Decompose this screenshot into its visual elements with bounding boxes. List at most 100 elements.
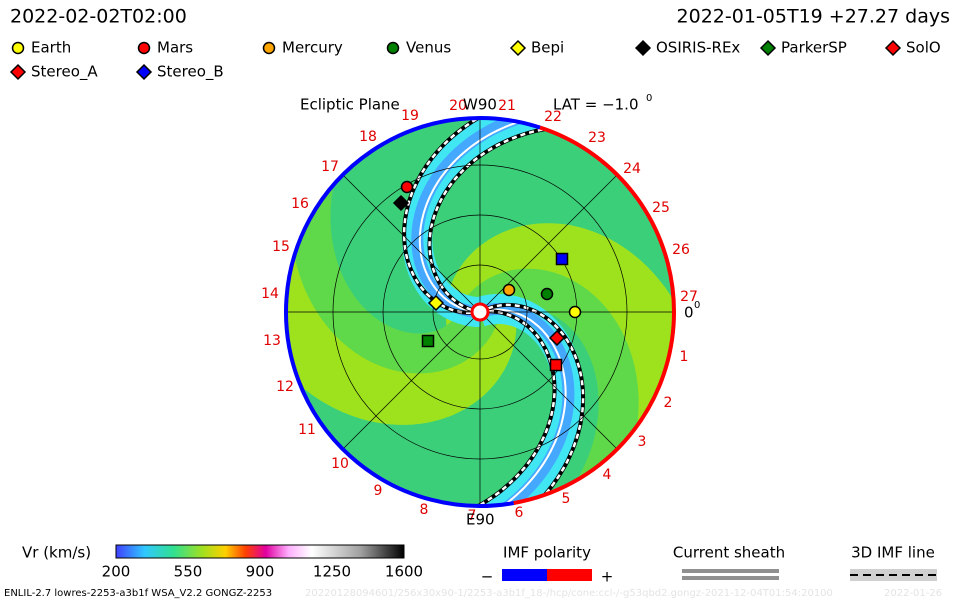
imf-minus: − [481, 568, 494, 586]
rim-label: 7 [468, 508, 477, 524]
rim-label: 5 [562, 491, 571, 507]
rim-label: 19 [401, 108, 419, 124]
footer-faint: 20220128094601/256x30x90-1/2253-a3b1f_18… [305, 588, 833, 599]
imf-plus: + [601, 568, 614, 586]
marker [884, 39, 902, 57]
sheath-title: Current sheath [673, 544, 785, 562]
body [555, 252, 569, 266]
legend: Earth Mars Mercury Venus Bepi OSIRIS-REx Parke… [9, 39, 941, 82]
rim-label: 3 [638, 434, 647, 450]
legend-label: Bepi [531, 39, 564, 57]
rim-label: 14 [261, 286, 279, 302]
marker [502, 283, 516, 297]
legend-label: Stereo_A [31, 63, 98, 82]
rim-label: 17 [321, 159, 339, 175]
rim-label: 24 [623, 161, 641, 177]
marker [392, 194, 410, 212]
legend-label: Stereo_B [157, 63, 224, 82]
legend-label: SolO [906, 39, 941, 57]
marker [400, 180, 414, 194]
colorbar-title: Vr (km/s) [22, 544, 91, 562]
body [549, 358, 563, 372]
marker [137, 41, 151, 55]
marker [548, 329, 566, 347]
rim-label: 18 [359, 129, 377, 145]
marker [262, 41, 276, 55]
marker [540, 287, 554, 301]
time: 2022-02-02T02:00 [10, 6, 187, 28]
footer-run: ENLIL-2.7 lowres-2253-a3b1f WSA_V2.2 GON… [4, 588, 272, 599]
polarity-rim [284, 116, 541, 508]
run-time: 2022-01-05T19 +27.27 days [677, 6, 950, 28]
rim-label: 27 [680, 289, 698, 305]
lat-label: LAT = −1.0 [553, 96, 639, 114]
marker [135, 63, 153, 81]
rim-label: 26 [672, 242, 690, 258]
plane-label: Ecliptic Plane [300, 96, 400, 114]
footer-date: 2022-01-26 [884, 588, 942, 599]
colorbar-ticks: 200 550 900 1250 1600 [102, 563, 423, 581]
right-sup: 0 [694, 300, 700, 311]
rim-label: 20 [449, 98, 467, 114]
polar-plot: 20 21222324252627123456789101112131415161… [261, 98, 698, 524]
colorbar-tick: 1600 [385, 563, 423, 581]
legend-label: Mars [157, 39, 193, 57]
bottom-label: E90 [466, 511, 495, 529]
rim-label: 9 [374, 483, 383, 499]
rim-label: 8 [420, 502, 429, 518]
colorbar [115, 544, 405, 559]
speed-band [411, 118, 571, 318]
marker [9, 63, 27, 81]
polarity-rim [513, 125, 676, 506]
imf-line [428, 124, 605, 314]
colorbar-tick: 200 [102, 563, 131, 581]
rim-label: 6 [515, 505, 524, 521]
rim-label: 16 [291, 196, 309, 212]
imf-negative [502, 569, 547, 581]
colorbar-tick: 1250 [313, 563, 351, 581]
rim-label: 1 [680, 349, 689, 365]
legend-label: OSIRIS-REx [656, 39, 740, 57]
imf-title: IMF polarity [503, 544, 591, 562]
rim-label: 10 [331, 456, 349, 472]
rim-label: 13 [263, 333, 281, 349]
imf-line [422, 310, 556, 506]
marker [634, 39, 652, 57]
rim-label: 12 [276, 379, 294, 395]
rim-label: 21 [498, 98, 516, 114]
imf-line-title: 3D IMF line [851, 544, 935, 562]
marker [11, 41, 25, 55]
colorbar-tick: 550 [174, 563, 203, 581]
marker [386, 41, 400, 55]
rim-label: 23 [588, 130, 606, 146]
imf-positive [547, 569, 592, 581]
legend-label: ParkerSP [781, 39, 847, 57]
marker [427, 294, 445, 312]
legend-label: Earth [31, 39, 71, 57]
imf-line [479, 303, 585, 506]
sheath-line [682, 569, 779, 573]
marker [568, 305, 582, 319]
top-label: W90 [463, 96, 497, 114]
legend-label: Mercury [282, 39, 343, 57]
rim-label: 11 [298, 422, 316, 438]
rim-label: 25 [652, 200, 670, 216]
rim-label: 2 [664, 395, 673, 411]
lat-sup: 0 [646, 93, 652, 104]
marker [509, 39, 527, 57]
sheath-line [682, 576, 779, 580]
speed-band [290, 151, 499, 374]
sun [470, 302, 490, 322]
right-label: 0 [684, 304, 694, 322]
rim-label: 22 [544, 109, 562, 125]
marker [759, 39, 777, 57]
legend-label: Venus [406, 39, 451, 57]
current-sheet [452, 308, 567, 506]
body [421, 334, 435, 348]
imf-line [402, 118, 535, 315]
rim-label: 15 [272, 239, 290, 255]
current-sheet [418, 118, 578, 313]
colorbar-tick: 900 [246, 563, 275, 581]
rim-label: 4 [603, 467, 612, 483]
